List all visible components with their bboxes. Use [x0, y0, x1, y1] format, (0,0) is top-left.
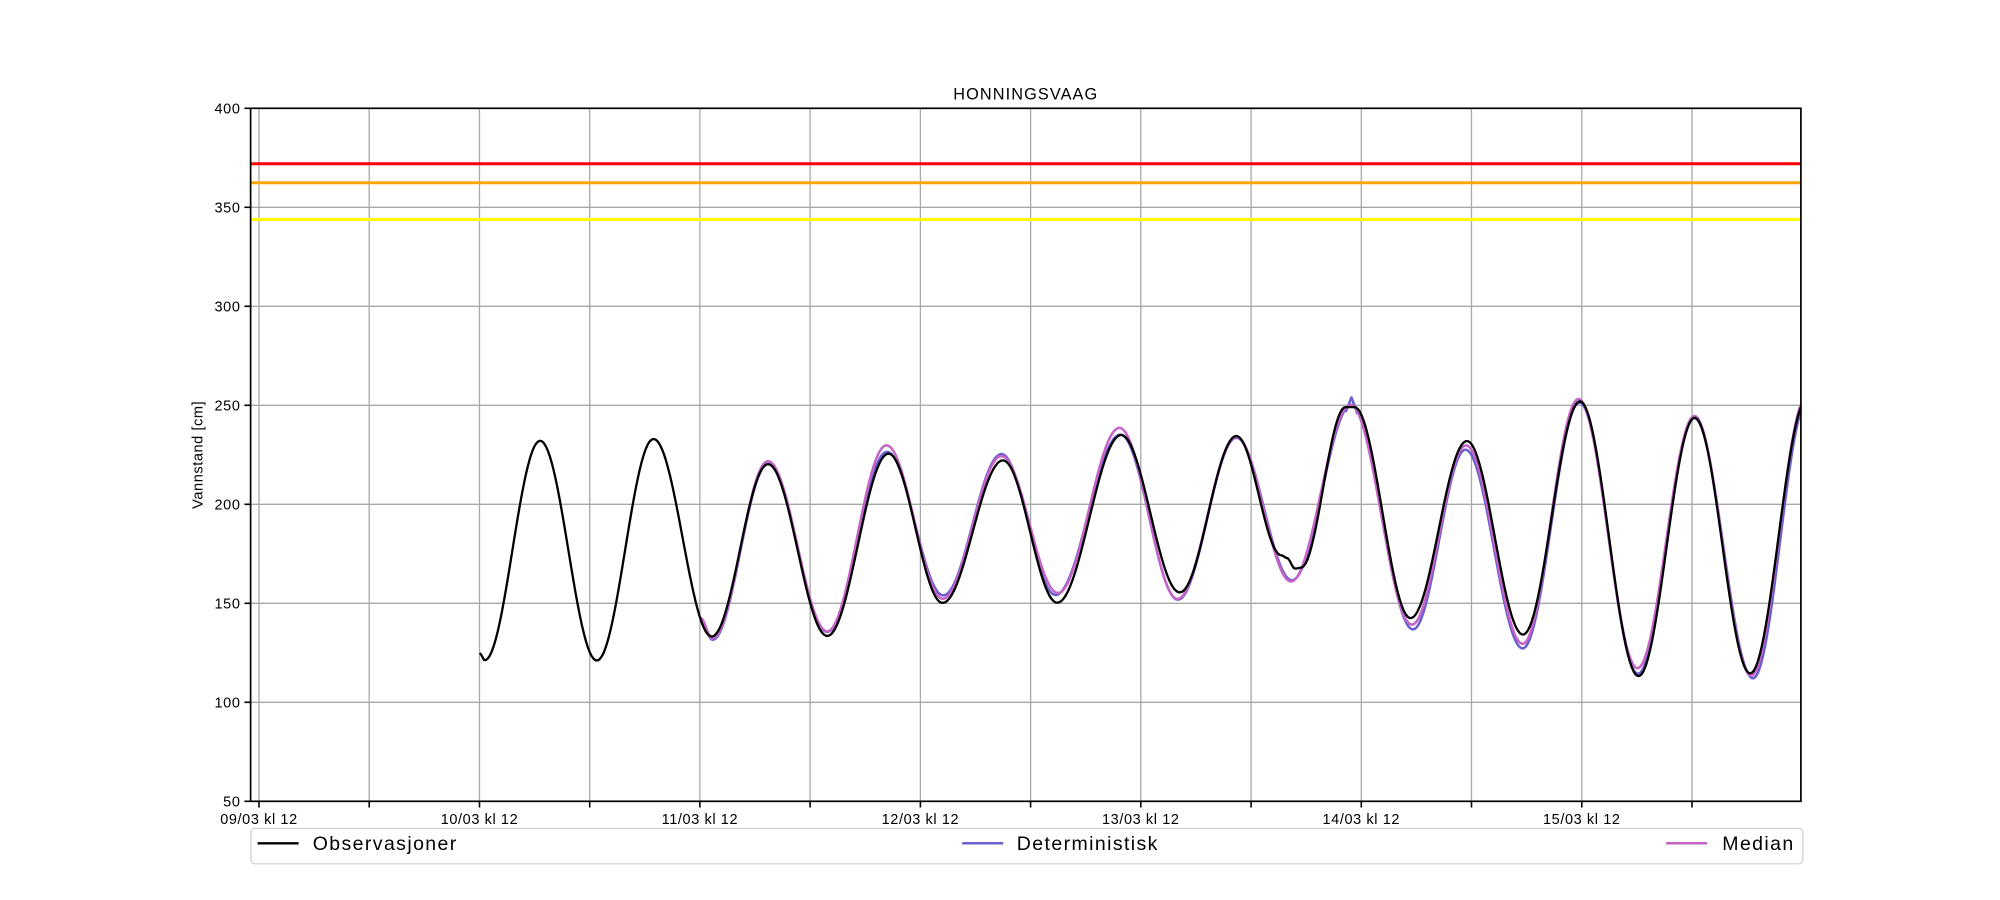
svg-text:Deterministisk: Deterministisk	[1017, 833, 1159, 855]
svg-text:15/03 kl 12: 15/03 kl 12	[1543, 812, 1621, 828]
svg-text:400: 400	[215, 102, 241, 118]
svg-text:11/03 kl 12: 11/03 kl 12	[662, 812, 738, 828]
svg-text:14/03 kl 12: 14/03 kl 12	[1323, 812, 1401, 828]
svg-text:350: 350	[215, 201, 241, 217]
svg-text:Median: Median	[1722, 833, 1794, 855]
svg-text:200: 200	[215, 498, 241, 514]
svg-text:300: 300	[215, 300, 241, 316]
svg-text:10/03 kl 12: 10/03 kl 12	[441, 812, 519, 828]
svg-text:HONNINGSVAAG: HONNINGSVAAG	[953, 86, 1098, 104]
svg-text:Vannstand [cm]: Vannstand [cm]	[191, 401, 207, 509]
svg-text:12/03 kl 12: 12/03 kl 12	[882, 812, 960, 828]
svg-text:13/03 kl 12: 13/03 kl 12	[1102, 812, 1180, 828]
svg-text:50: 50	[223, 795, 240, 811]
svg-text:250: 250	[215, 399, 241, 415]
svg-text:Observasjoner: Observasjoner	[313, 833, 458, 855]
svg-text:100: 100	[215, 696, 241, 712]
svg-text:09/03 kl 12: 09/03 kl 12	[220, 812, 298, 828]
svg-text:150: 150	[215, 597, 241, 613]
